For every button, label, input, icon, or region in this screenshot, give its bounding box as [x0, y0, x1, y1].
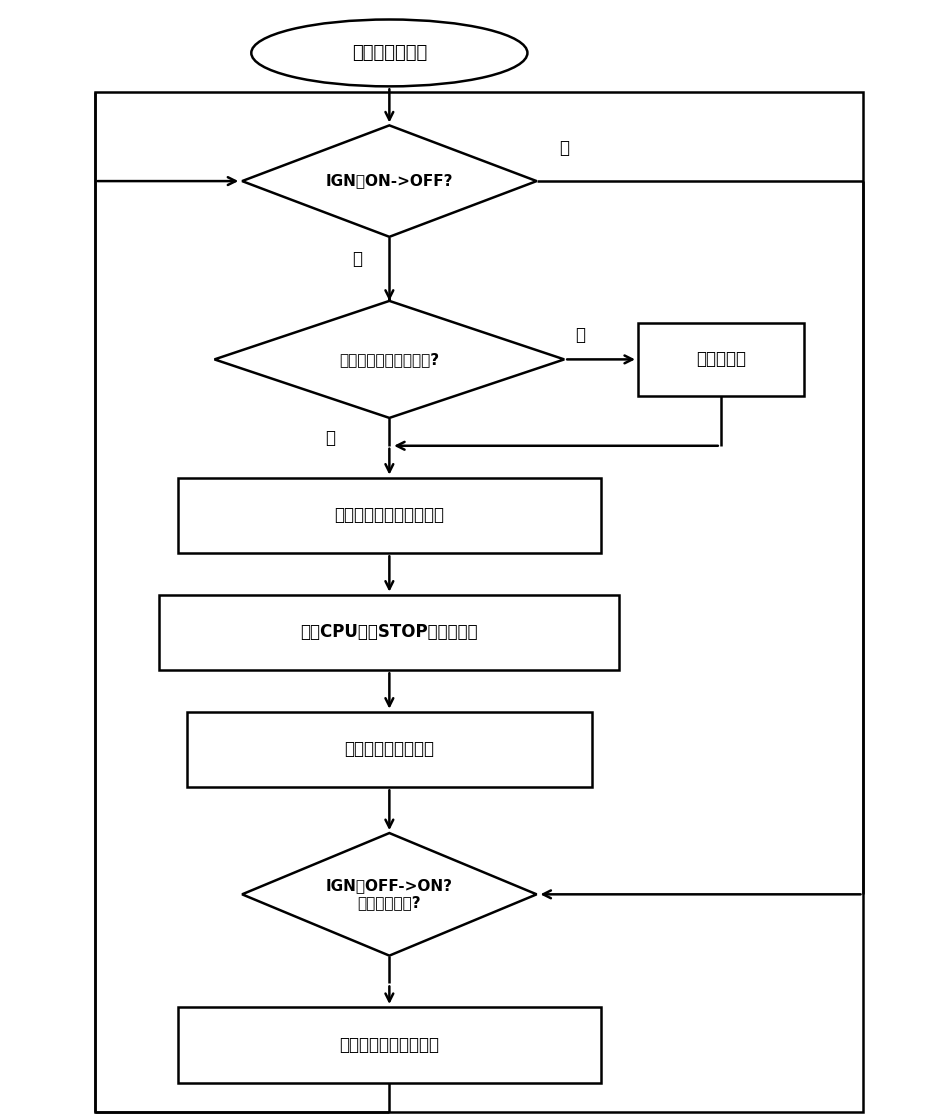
Ellipse shape [251, 19, 528, 86]
Text: 延时一分钟: 延时一分钟 [695, 351, 745, 368]
Polygon shape [242, 125, 537, 236]
Polygon shape [215, 301, 564, 418]
FancyBboxPatch shape [178, 477, 601, 553]
Text: 是: 是 [575, 326, 585, 344]
Text: 否: 否 [325, 429, 335, 447]
FancyBboxPatch shape [178, 1007, 601, 1083]
Text: 是: 是 [352, 250, 362, 268]
Text: IGN由ON->OFF?: IGN由ON->OFF? [326, 174, 453, 188]
Text: 关断仪表元器件工作电源: 关断仪表元器件工作电源 [334, 506, 444, 524]
Text: IGN由OFF->ON?
或门开关动作?: IGN由OFF->ON? 或门开关动作? [326, 878, 453, 911]
Text: 仪表低功耗策略: 仪表低功耗策略 [352, 44, 427, 62]
FancyBboxPatch shape [187, 711, 592, 787]
FancyBboxPatch shape [159, 595, 619, 671]
Text: 仪表进入正常工作模式: 仪表进入正常工作模式 [339, 1036, 439, 1054]
Text: 门和前后舱盖有打开的?: 门和前后舱盖有打开的? [339, 352, 440, 367]
Polygon shape [242, 833, 537, 955]
Text: 仪表CPU进入STOP低功耗模式: 仪表CPU进入STOP低功耗模式 [301, 624, 478, 642]
Text: 仪表处于低功耗模式: 仪表处于低功耗模式 [344, 740, 434, 758]
Text: 否: 否 [559, 139, 569, 157]
FancyBboxPatch shape [638, 324, 804, 395]
